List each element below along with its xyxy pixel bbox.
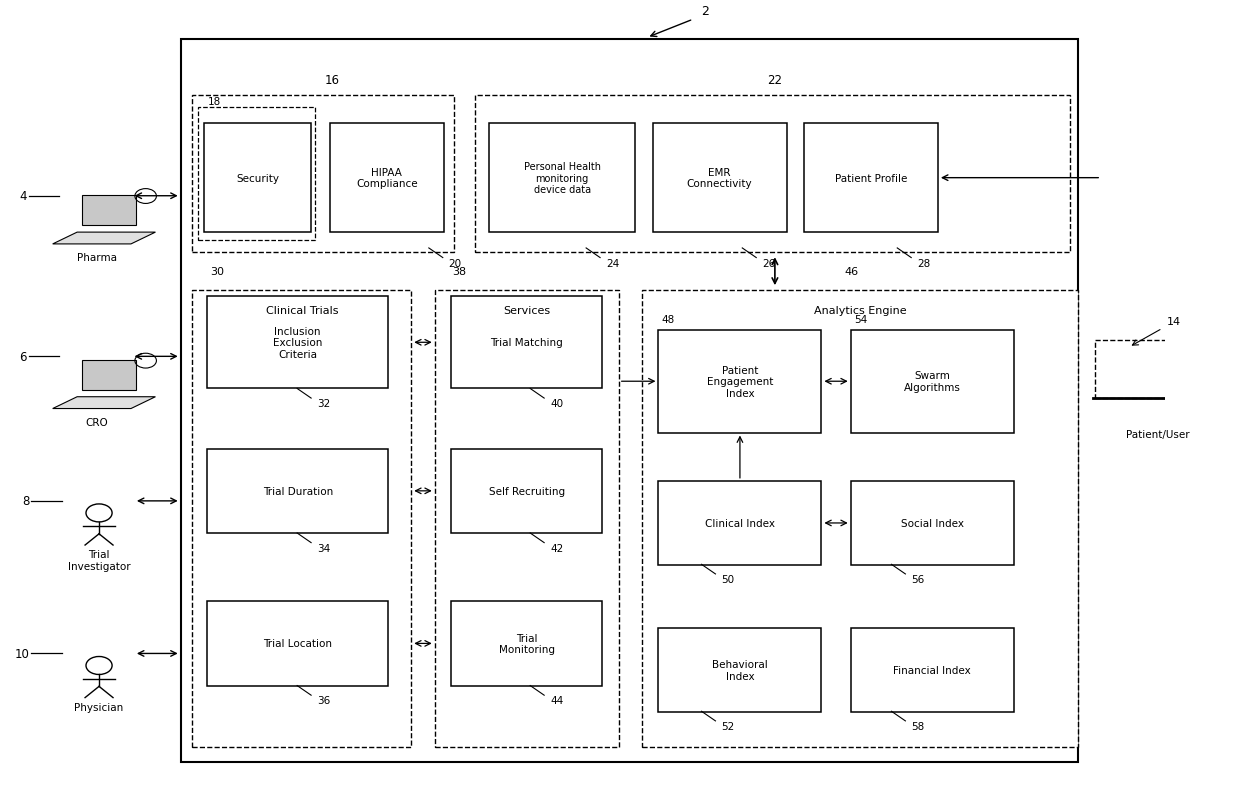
Text: 18: 18 bbox=[207, 97, 221, 107]
Text: 22: 22 bbox=[768, 74, 782, 87]
Text: 42: 42 bbox=[551, 543, 563, 553]
Bar bbox=[207, 602, 388, 686]
Text: Trial Matching: Trial Matching bbox=[490, 338, 563, 348]
Bar bbox=[192, 290, 412, 747]
Text: Patient Profile: Patient Profile bbox=[835, 173, 908, 184]
Text: 46: 46 bbox=[844, 267, 859, 277]
Text: Inclusion
Exclusion
Criteria: Inclusion Exclusion Criteria bbox=[273, 326, 322, 359]
Bar bbox=[652, 124, 786, 233]
Text: Trial Location: Trial Location bbox=[263, 638, 332, 649]
Text: Physician: Physician bbox=[74, 702, 124, 711]
Text: Analytics Engine: Analytics Engine bbox=[813, 306, 906, 315]
Text: 44: 44 bbox=[551, 695, 563, 705]
Text: Swarm
Algorithms: Swarm Algorithms bbox=[904, 371, 961, 392]
Text: Personal Health
monitoring
device data: Personal Health monitoring device data bbox=[523, 162, 600, 195]
Bar bbox=[475, 96, 1070, 253]
Text: 34: 34 bbox=[317, 543, 330, 553]
Bar bbox=[804, 124, 937, 233]
Bar bbox=[658, 628, 821, 712]
Bar bbox=[451, 297, 603, 389]
Text: Patient/User: Patient/User bbox=[1126, 429, 1190, 439]
Text: 54: 54 bbox=[854, 315, 867, 325]
Text: 30: 30 bbox=[210, 267, 223, 277]
Text: Trial
Investigator: Trial Investigator bbox=[68, 549, 130, 571]
Text: 38: 38 bbox=[453, 267, 466, 277]
Bar bbox=[490, 124, 635, 233]
Polygon shape bbox=[82, 196, 136, 226]
Text: 56: 56 bbox=[911, 574, 925, 584]
Text: Security: Security bbox=[236, 173, 279, 184]
Bar bbox=[207, 297, 388, 389]
Bar bbox=[658, 330, 821, 433]
Polygon shape bbox=[52, 397, 155, 409]
Text: 6: 6 bbox=[20, 350, 27, 363]
Text: 24: 24 bbox=[606, 258, 619, 268]
Text: CRO: CRO bbox=[86, 417, 108, 427]
Text: 36: 36 bbox=[317, 695, 330, 705]
Text: 50: 50 bbox=[722, 574, 734, 584]
Text: 8: 8 bbox=[22, 495, 29, 508]
Text: Financial Index: Financial Index bbox=[893, 665, 971, 675]
Text: 52: 52 bbox=[722, 721, 734, 731]
Bar bbox=[851, 330, 1014, 433]
Bar bbox=[642, 290, 1078, 747]
Text: Behavioral
Index: Behavioral Index bbox=[712, 659, 768, 681]
Bar bbox=[435, 290, 619, 747]
Bar bbox=[192, 96, 454, 253]
Text: 10: 10 bbox=[14, 647, 29, 660]
Bar bbox=[451, 602, 603, 686]
Text: Social Index: Social Index bbox=[900, 518, 963, 529]
Bar bbox=[203, 124, 311, 233]
Text: Clinical Index: Clinical Index bbox=[704, 518, 775, 529]
Text: EMR
Connectivity: EMR Connectivity bbox=[687, 168, 753, 189]
Text: 16: 16 bbox=[325, 74, 340, 87]
Text: Pharma: Pharma bbox=[77, 253, 117, 262]
Text: 26: 26 bbox=[763, 258, 775, 268]
Text: 4: 4 bbox=[20, 190, 27, 203]
Bar bbox=[851, 628, 1014, 712]
Text: 58: 58 bbox=[911, 721, 925, 731]
Text: Patient
Engagement
Index: Patient Engagement Index bbox=[707, 365, 773, 399]
Text: 48: 48 bbox=[662, 315, 675, 325]
Bar bbox=[330, 124, 444, 233]
Polygon shape bbox=[52, 233, 155, 245]
Text: 32: 32 bbox=[317, 399, 330, 408]
Text: Self Recruiting: Self Recruiting bbox=[489, 486, 564, 496]
Bar bbox=[198, 108, 315, 241]
Text: 20: 20 bbox=[449, 258, 461, 268]
Bar bbox=[1095, 341, 1179, 399]
Text: Trial
Monitoring: Trial Monitoring bbox=[498, 633, 554, 654]
Bar bbox=[851, 481, 1014, 565]
Bar bbox=[658, 481, 821, 565]
Text: 14: 14 bbox=[1167, 317, 1182, 326]
Text: Clinical Trials: Clinical Trials bbox=[265, 306, 339, 315]
Bar bbox=[207, 449, 388, 533]
Text: 40: 40 bbox=[551, 399, 563, 408]
Text: Services: Services bbox=[503, 306, 551, 315]
Text: 2: 2 bbox=[702, 6, 709, 18]
Text: HIPAA
Compliance: HIPAA Compliance bbox=[356, 168, 418, 189]
Text: Trial Duration: Trial Duration bbox=[263, 486, 332, 496]
Bar bbox=[451, 449, 603, 533]
Text: 28: 28 bbox=[918, 258, 930, 268]
Bar bbox=[181, 40, 1078, 762]
Polygon shape bbox=[82, 360, 136, 391]
